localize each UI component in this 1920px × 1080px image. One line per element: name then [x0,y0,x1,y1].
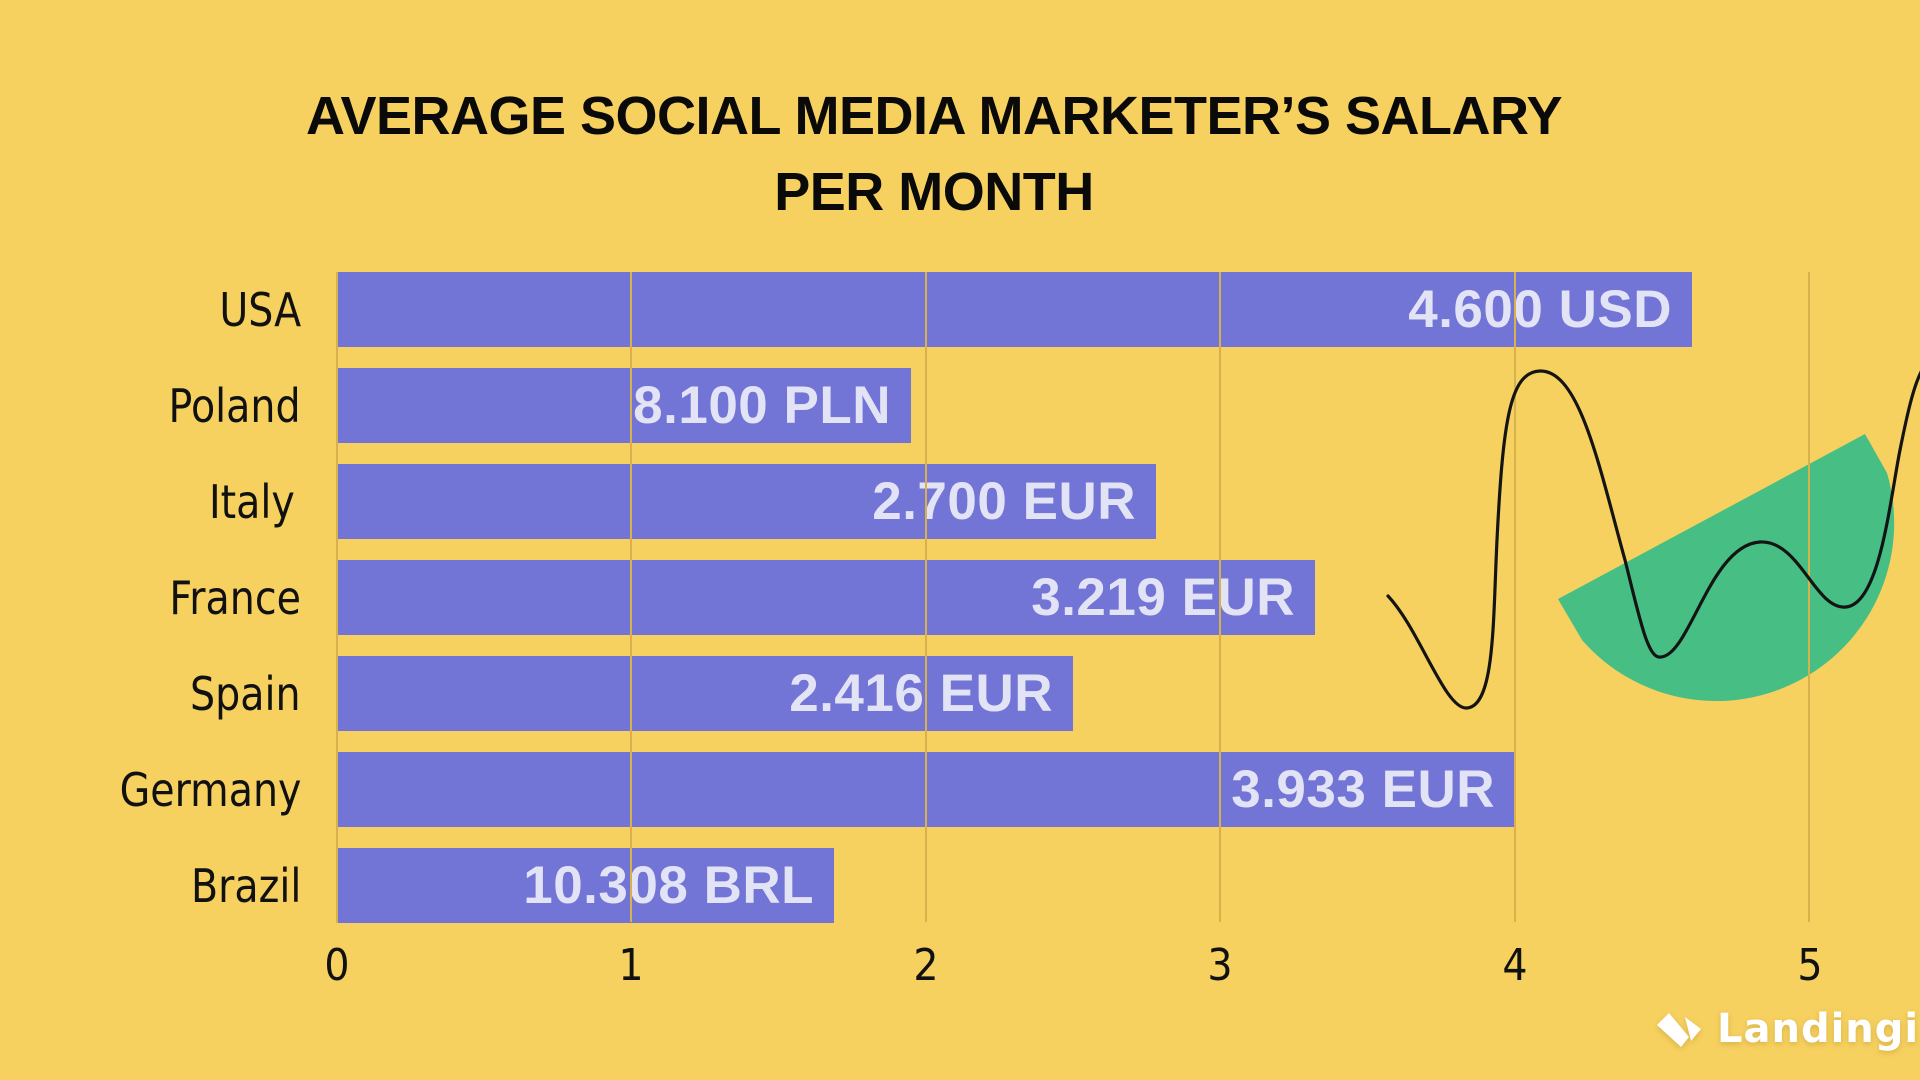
bar-spain: 2.416 EUR [338,656,1073,731]
bar-value-label: 8.100 PLN [633,376,891,435]
bar-value-label: 2.416 EUR [789,664,1053,723]
chart-title-line-1: AVERAGE SOCIAL MEDIA MARKETER’S SALARY [305,86,1563,146]
bar-value-label: 4.600 USD [1408,280,1672,339]
gridline-3 [1219,272,1221,922]
x-tick-1: 1 [618,940,644,991]
bar-value-label: 3.219 EUR [1031,568,1295,627]
chart-title: AVERAGE SOCIAL MEDIA MARKETER’S SALARY P… [234,78,1634,230]
category-label-brazil: Brazil [190,858,301,913]
x-tick-3: 3 [1207,940,1233,991]
category-label-spain: Spain [190,666,301,721]
x-tick-0: 0 [324,940,350,991]
landingi-logo-icon [1657,1013,1701,1047]
gridline-2 [925,272,927,922]
bar-france: 3.219 EUR [338,560,1315,635]
x-tick-5: 5 [1797,940,1823,991]
bar-value-label: 2.700 EUR [872,472,1136,531]
category-label-poland: Poland [168,378,301,433]
bar-value-label: 3.933 EUR [1231,760,1495,819]
bar-poland: 8.100 PLN [338,368,911,443]
x-tick-2: 2 [913,940,939,991]
landingi-logo-text: Landingi [1717,1006,1920,1052]
bar-brazil: 10.308 BRL [338,848,834,923]
category-label-usa: USA [219,282,301,337]
bar-usa: 4.600 USD [338,272,1692,347]
landingi-logo: Landingi [1655,1006,1919,1052]
bar-italy: 2.700 EUR [338,464,1156,539]
bar-value-label: 10.308 BRL [523,856,814,915]
gridline-1 [630,272,632,922]
chart-title-line-2: PER MONTH [774,162,1094,222]
gridline-4 [1514,272,1516,922]
category-label-germany: Germany [119,762,301,817]
y-axis-line [336,272,338,923]
category-label-italy: Italy [209,474,295,529]
x-tick-4: 4 [1502,940,1528,991]
gridline-5 [1808,272,1810,922]
category-label-france: France [169,570,301,625]
